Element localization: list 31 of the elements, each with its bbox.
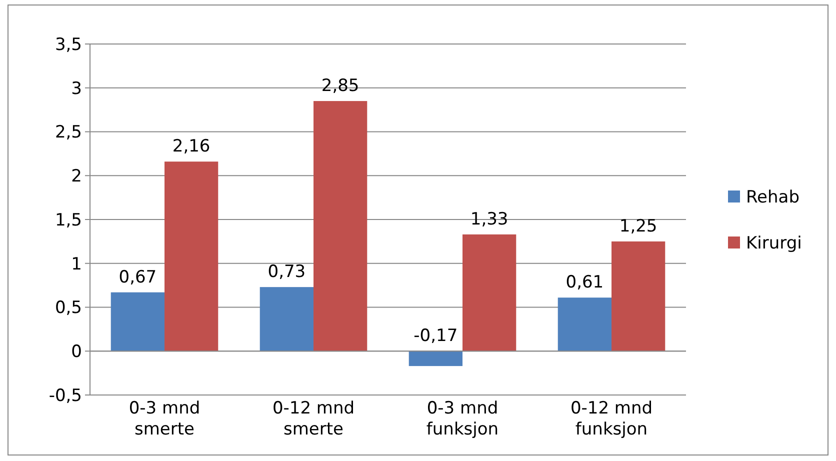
y-tick-label: 3 bbox=[71, 78, 82, 99]
data-label: 1,25 bbox=[619, 216, 658, 236]
x-tick-label: 0-3 mnd funksjon bbox=[426, 398, 499, 440]
y-tick-label: 0,5 bbox=[54, 298, 82, 318]
bar bbox=[314, 101, 368, 352]
data-label: 1,33 bbox=[470, 209, 508, 230]
data-label: 0,67 bbox=[118, 267, 157, 288]
legend-label: Kirurgi bbox=[746, 233, 802, 254]
bar bbox=[462, 234, 516, 352]
data-label: 2,85 bbox=[321, 76, 360, 96]
y-tick-label: 1,5 bbox=[54, 210, 82, 230]
y-tick-label: 3,5 bbox=[54, 34, 82, 55]
bar bbox=[408, 351, 462, 366]
data-label: -0,17 bbox=[414, 326, 458, 346]
bar bbox=[110, 292, 164, 352]
bar bbox=[612, 241, 666, 352]
data-label: 2,16 bbox=[172, 136, 210, 157]
bar bbox=[164, 162, 218, 352]
bar bbox=[558, 298, 612, 352]
y-tick-label: 2 bbox=[71, 166, 82, 187]
y-tick-label: 1 bbox=[71, 254, 82, 274]
x-tick-label: 0-12 mnd funksjon bbox=[570, 398, 653, 440]
y-tick-label: 2,5 bbox=[54, 122, 82, 143]
data-label: 0,73 bbox=[268, 262, 306, 282]
x-tick-label: 0-3 mnd smerte bbox=[128, 398, 200, 440]
legend-label: Rehab bbox=[746, 187, 800, 208]
y-tick-label: -0,5 bbox=[48, 386, 82, 406]
x-tick-label: 0-12 mnd smerte bbox=[272, 398, 355, 440]
data-label: 0,61 bbox=[566, 272, 604, 293]
y-tick-label: 0 bbox=[71, 342, 82, 362]
bar bbox=[260, 287, 314, 352]
